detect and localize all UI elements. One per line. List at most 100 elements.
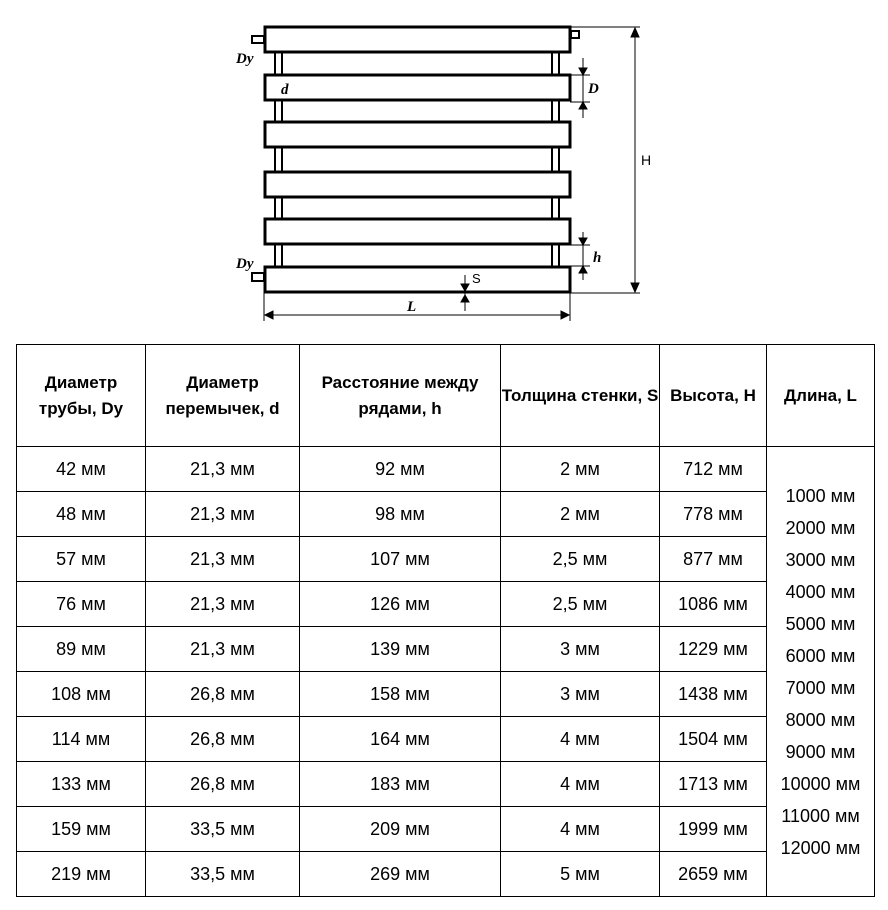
table-row: 57 мм 21,3 мм 107 мм 2,5 мм 877 мм (16, 536, 875, 582)
length-option: 12000 мм (780, 837, 861, 858)
radiator-pipe (263, 73, 572, 102)
table-cell: 26,8 мм (145, 716, 300, 762)
table-cell: 1086 мм (659, 581, 767, 627)
jumper-pipe (551, 196, 560, 220)
radiator-pipe (263, 25, 572, 54)
column-header: Толщина стенки, S (500, 344, 660, 447)
length-option: 9000 мм (785, 741, 856, 762)
table-cell: 159 мм (16, 806, 146, 852)
table-cell: 5 мм (500, 851, 660, 897)
table-cell: 21,3 мм (145, 446, 300, 492)
label-dy-bottom: Dy (235, 256, 254, 272)
table-cell: 48 мм (16, 491, 146, 537)
table-cell: 1713 мм (659, 761, 767, 807)
table-cell: 877 мм (659, 536, 767, 582)
table-cell: 2 мм (500, 446, 660, 492)
table-row: 48 мм 21,3 мм 98 мм 2 мм 778 мм (16, 491, 875, 537)
table-row: 219 мм 33,5 мм 269 мм 5 мм 2659 мм (16, 851, 875, 897)
table-cell: 21,3 мм (145, 626, 300, 672)
column-header: Диаметр трубы, Dy (16, 344, 146, 447)
length-option: 5000 мм (785, 613, 856, 634)
table-cell: 57 мм (16, 536, 146, 582)
table-cell: 164 мм (299, 716, 501, 762)
jumper-pipe (551, 99, 560, 123)
table-cell: 778 мм (659, 491, 767, 537)
table-cell: 26,8 мм (145, 761, 300, 807)
table-cell: 98 мм (299, 491, 501, 537)
table-cell: 108 мм (16, 671, 146, 717)
jumper-pipe (274, 196, 283, 220)
table-cell: 114 мм (16, 716, 146, 762)
table-cell: 269 мм (299, 851, 501, 897)
table-cell: 4 мм (500, 716, 660, 762)
table-cell: 21,3 мм (145, 536, 300, 582)
jumper-pipe (551, 146, 560, 173)
label-S: S (472, 271, 481, 286)
table-cell: 1999 мм (659, 806, 767, 852)
radiator-pipe (263, 120, 572, 149)
label-H: H (641, 152, 651, 168)
table-cell: 126 мм (299, 581, 501, 627)
table-cell: 3 мм (500, 671, 660, 717)
radiator-pipe (263, 265, 572, 294)
table-cell: 1438 мм (659, 671, 767, 717)
length-option: 10000 мм (780, 773, 861, 794)
table-cell: 4 мм (500, 761, 660, 807)
length-options-cell: 1000 мм 2000 мм 3000 мм 4000 мм 5000 мм 6000 … (766, 446, 875, 897)
table-row: 89 мм 21,3 мм 139 мм 3 мм 1229 мм (16, 626, 875, 672)
table-row: 42 мм 21,3 мм 92 мм 2 мм 712 мм 1000 мм 2000 м… (16, 446, 875, 897)
table-cell: 2 мм (500, 491, 660, 537)
table-cell: 2659 мм (659, 851, 767, 897)
length-option: 8000 мм (785, 709, 856, 730)
table-cell: 4 мм (500, 806, 660, 852)
jumper-pipe (274, 243, 283, 268)
table-cell: 21,3 мм (145, 491, 300, 537)
table-cell: 158 мм (299, 671, 501, 717)
jumper-pipe (274, 51, 283, 76)
table-row: 76 мм 21,3 мм 126 мм 2,5 мм 1086 мм (16, 581, 875, 627)
jumper-pipe (551, 243, 560, 268)
table-cell: 33,5 мм (145, 806, 300, 852)
radiator-pipe (263, 170, 572, 199)
length-option: 4000 мм (785, 581, 856, 602)
length-option: 1000 мм (785, 485, 856, 506)
table-cell: 2,5 мм (500, 536, 660, 582)
table-row: 133 мм 26,8 мм 183 мм 4 мм 1713 мм (16, 761, 875, 807)
table-cell: 26,8 мм (145, 671, 300, 717)
table-cell: 3 мм (500, 626, 660, 672)
length-option: 2000 мм (785, 517, 856, 538)
table-cell: 183 мм (299, 761, 501, 807)
table-cell: 92 мм (299, 446, 501, 492)
table-row: 108 мм 26,8 мм 158 мм 3 мм 1438 мм (16, 671, 875, 717)
inlet-stub-right (570, 30, 580, 39)
table-cell: 139 мм (299, 626, 501, 672)
column-header: Высота, H (659, 344, 767, 447)
table-cell: 1229 мм (659, 626, 767, 672)
table-cell: 2,5 мм (500, 581, 660, 627)
specs-table: Диаметр трубы, Dy Диаметр перемычек, d Рас… (16, 344, 875, 897)
jumper-pipe (551, 51, 560, 76)
table-cell: 76 мм (16, 581, 146, 627)
table-row: 114 мм 26,8 мм 164 мм 4 мм 1504 мм (16, 716, 875, 762)
table-cell: 107 мм (299, 536, 501, 582)
table-cell: 219 мм (16, 851, 146, 897)
column-header: Диаметр перемычек, d (145, 344, 300, 447)
label-d: d (281, 82, 289, 98)
table-cell: 209 мм (299, 806, 501, 852)
length-option: 6000 мм (785, 645, 856, 666)
table-cell: 21,3 мм (145, 581, 300, 627)
table-cell: 42 мм (16, 446, 146, 492)
label-dy-top: Dy (235, 51, 254, 67)
table-cell: 33,5 мм (145, 851, 300, 897)
jumper-pipe (274, 99, 283, 123)
table-row: 159 мм 33,5 мм 209 мм 4 мм 1999 мм (16, 806, 875, 852)
radiator-diagram: Dy Dy d D H h S L (235, 25, 651, 321)
table-cell: 89 мм (16, 626, 146, 672)
length-option: 11000 мм (781, 805, 860, 826)
length-option: 7000 мм (785, 677, 856, 698)
table-cell: 1504 мм (659, 716, 767, 762)
radiator-pipe (263, 217, 572, 246)
inlet-stub-top (251, 35, 265, 44)
column-header: Расстояние между рядами, h (299, 344, 501, 447)
label-h: h (593, 250, 601, 266)
